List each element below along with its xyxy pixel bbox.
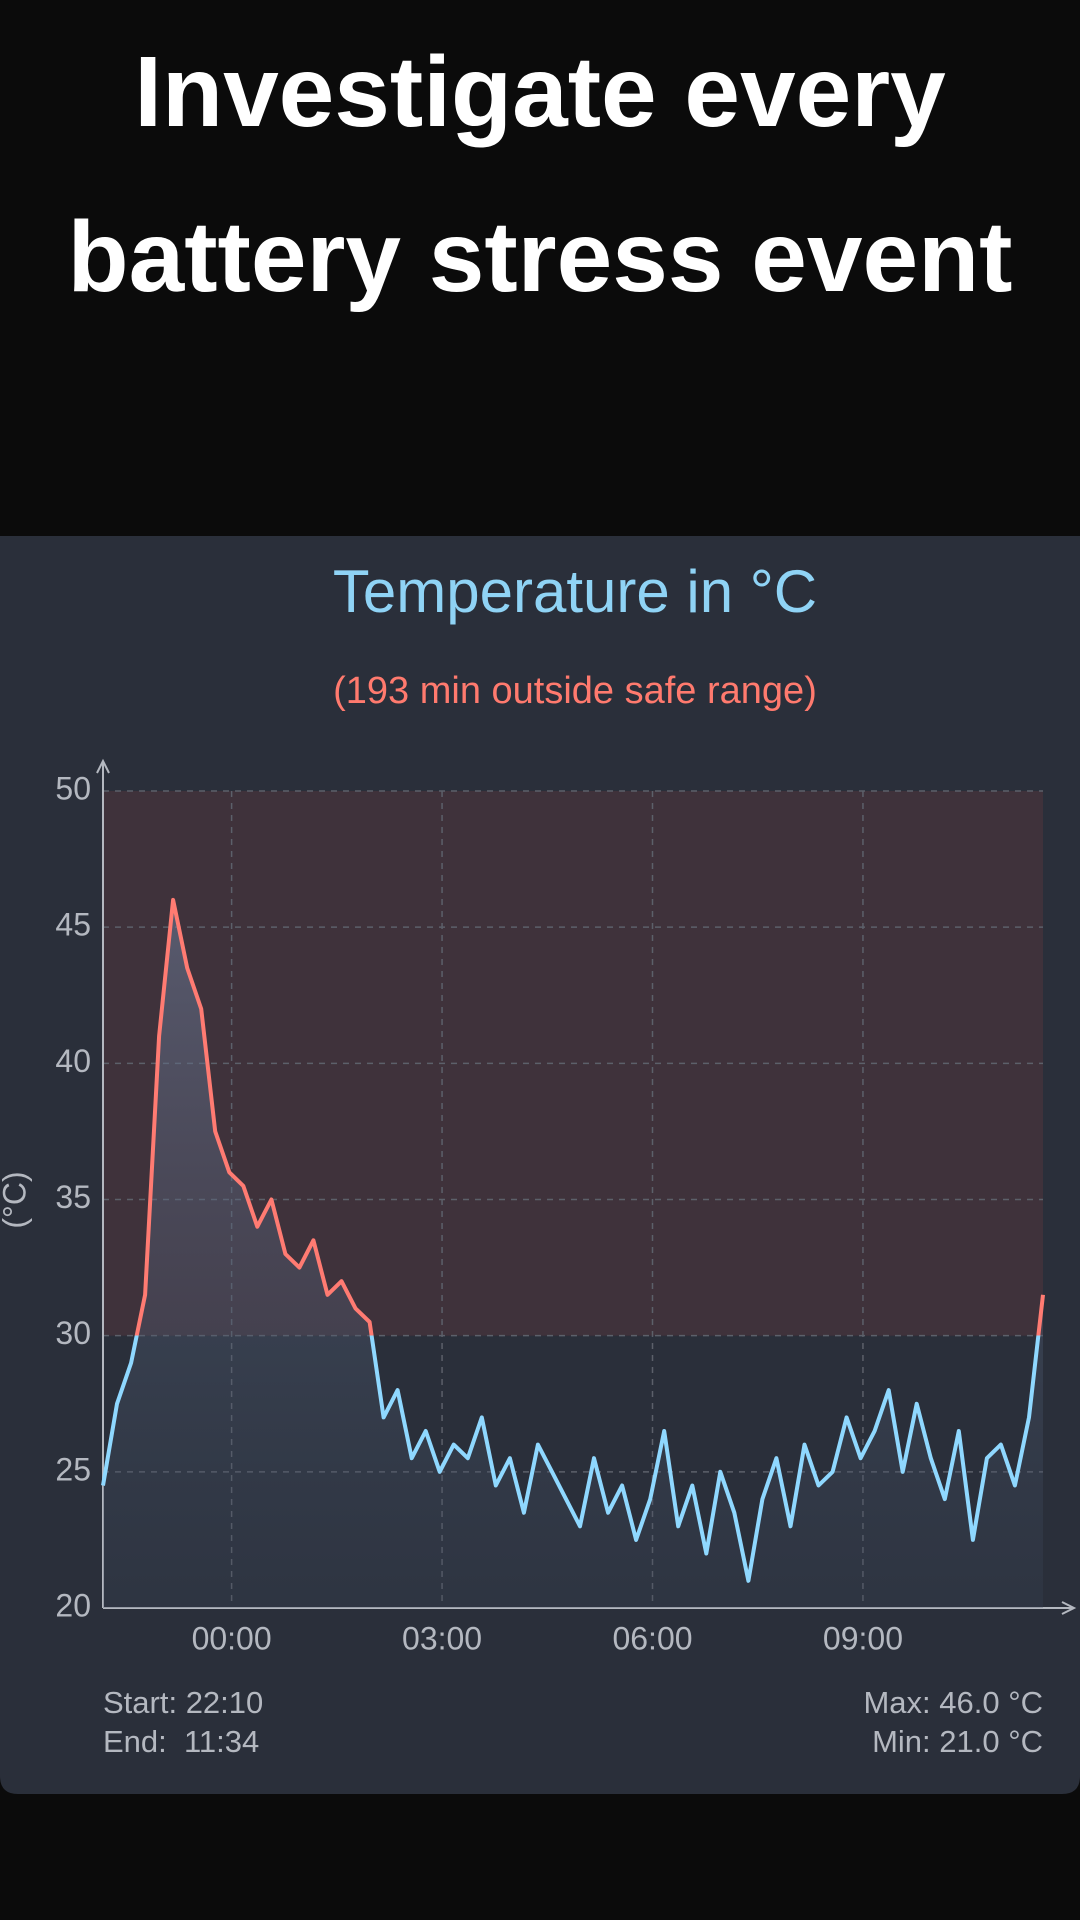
headline: Investigate every battery stress event — [67, 36, 1013, 313]
end-label: End: 11:34 — [103, 1724, 259, 1759]
y-axis — [96, 758, 110, 1608]
start-label: Start: 22:10 — [103, 1685, 263, 1720]
y-tick-label: 40 — [55, 1043, 91, 1079]
x-tick-label: 06:00 — [612, 1620, 692, 1656]
y-axis-label: (°C) — [0, 1171, 32, 1228]
y-tick-label: 30 — [55, 1315, 91, 1351]
y-tick-label: 20 — [55, 1587, 91, 1623]
x-tick-label: 00:00 — [192, 1620, 272, 1656]
chart-title: Temperature in °C — [333, 558, 817, 625]
x-tick-label: 09:00 — [823, 1620, 903, 1656]
max-label: Max: 46.0 °C — [863, 1685, 1043, 1720]
area — [103, 899, 1043, 1608]
y-tick-label: 50 — [55, 770, 91, 806]
chart-subtitle: (193 min outside safe range) — [333, 670, 817, 712]
temperature-line — [101, 897, 1045, 1583]
y-tick-label: 35 — [55, 1179, 91, 1215]
x-tick-label: 03:00 — [402, 1620, 482, 1656]
y-tick-label: 45 — [55, 907, 91, 943]
min-label: Min: 21.0 °C — [872, 1724, 1043, 1759]
y-tick-label: 25 — [55, 1451, 91, 1487]
